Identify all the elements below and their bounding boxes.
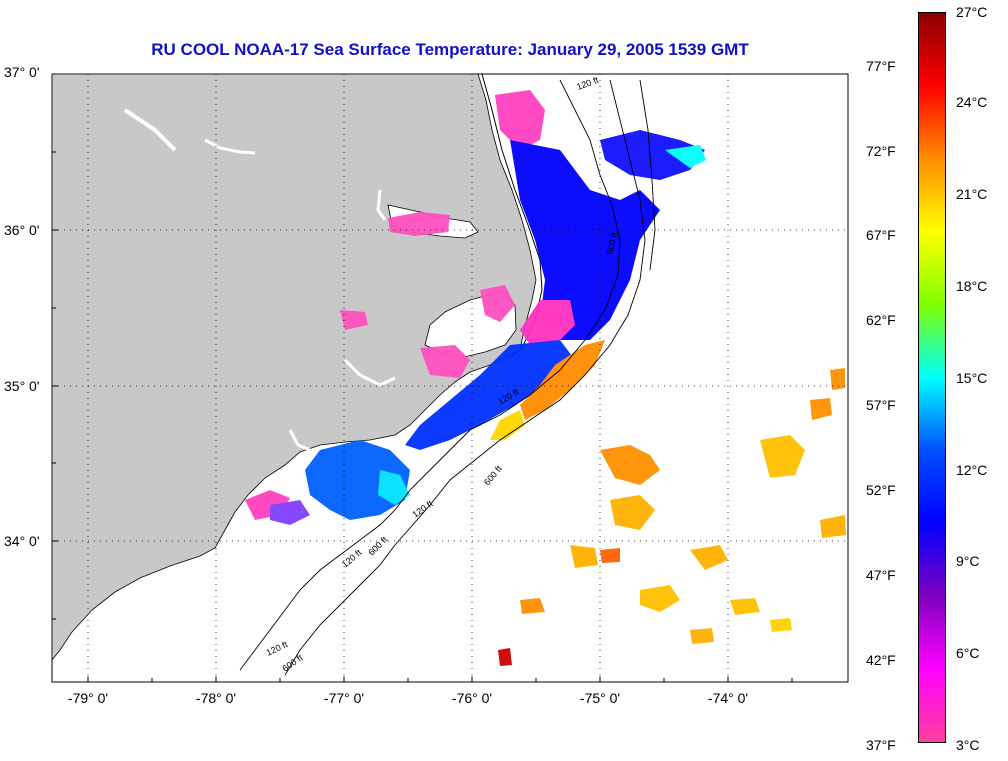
colorbar-fahrenheit-label: 67°F [866, 227, 896, 243]
colorbar-celsius-label: 12°C [956, 462, 988, 478]
lon-label: -77° 0' [323, 690, 365, 706]
colorbar-fahrenheit-label: 62°F [866, 312, 896, 328]
river-3 [376, 189, 387, 221]
river-5 [288, 429, 311, 452]
colorbar-fahrenheit-label: 37°F [866, 737, 896, 753]
map-title: RU COOL NOAA-17 Sea Surface Temperature:… [151, 40, 749, 59]
lon-label: -78° 0' [195, 690, 237, 706]
colorbar-celsius-label: 15°C [956, 370, 988, 386]
axis-ticks [52, 151, 793, 682]
colorbar-fahrenheit-label: 72°F [866, 143, 896, 159]
colorbar-fahrenheit-label: 42°F [866, 652, 896, 668]
lon-label: -75° 0' [579, 690, 621, 706]
colorbar-celsius-label: 27°C [956, 4, 988, 20]
colorbar-fahrenheit-label: 77°F [866, 58, 896, 74]
lon-label: -79° 0' [67, 690, 109, 706]
temperature-colorbar [918, 12, 946, 743]
lat-label: 37° 0' [4, 64, 40, 80]
lon-label: -74° 0' [707, 690, 749, 706]
colorbar-celsius-label: 9°C [956, 553, 980, 569]
sst-patches [245, 90, 846, 666]
colorbar-fahrenheit-label: 52°F [866, 482, 896, 498]
river-2 [204, 138, 256, 155]
colorbar-celsius-label: 3°C [956, 737, 980, 753]
colorbar-fahrenheit-label: 47°F [866, 567, 896, 583]
lat-label: 36° 0' [4, 222, 40, 238]
lat-label: 34° 0' [4, 533, 40, 549]
river-4 [343, 358, 396, 387]
colorbar-celsius-label: 6°C [956, 645, 980, 661]
graticule [52, 74, 848, 682]
river-1 [123, 108, 177, 152]
lon-label: -76° 0' [451, 690, 493, 706]
colorbar-celsius-label: 18°C [956, 278, 988, 294]
lat-label: 35° 0' [4, 378, 40, 394]
depth-contours [239, 79, 656, 676]
colorbar-celsius-label: 21°C [956, 186, 988, 202]
colorbar-celsius-label: 24°C [956, 94, 988, 110]
colorbar-fahrenheit-label: 57°F [866, 397, 896, 413]
